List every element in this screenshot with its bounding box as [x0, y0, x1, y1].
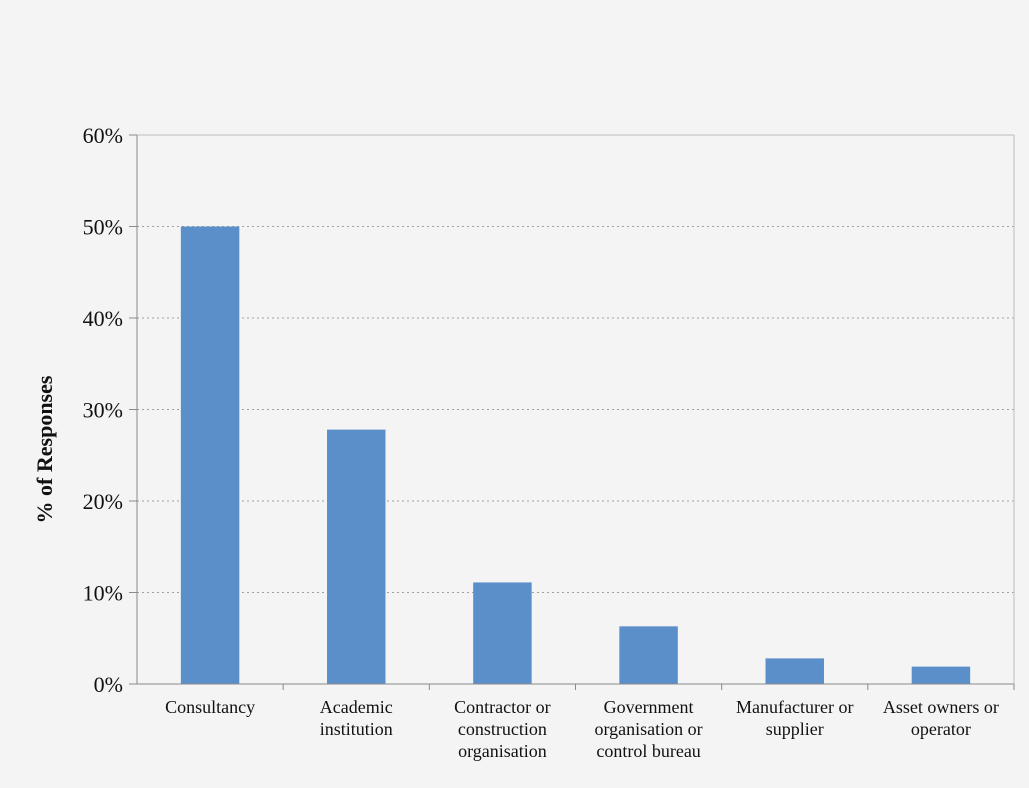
y-tick-label: 40% [83, 306, 123, 331]
x-tick-label: Contractor or construction organisation [454, 697, 550, 761]
x-tick-label-line: organisation or [595, 719, 703, 739]
y-axis-title: % of Responses [32, 375, 57, 523]
x-tick-label-line: Academic [320, 697, 393, 717]
y-tick-label: 50% [83, 215, 123, 240]
bar [619, 626, 678, 684]
x-tick-label: Government organisation or control bureau [595, 697, 703, 761]
bar [911, 666, 971, 684]
x-tick-label: Consultancy [165, 697, 255, 717]
x-tick-label: Asset owners or operator [883, 697, 999, 739]
x-tick-label-line: Consultancy [165, 697, 255, 717]
y-tick-label: 30% [83, 398, 123, 423]
x-tick-label-line: control bureau [596, 741, 700, 761]
bars [180, 226, 971, 684]
bar [473, 582, 532, 684]
x-tick-label-line: Contractor or [454, 697, 550, 717]
x-tick-label-line: Government [604, 697, 694, 717]
x-tick-label-line: construction [458, 719, 547, 739]
x-tick-label-line: Asset owners or [883, 697, 999, 717]
bar [180, 226, 240, 684]
x-tick-label: Manufacturer or supplier [736, 697, 853, 739]
y-tick-label: 0% [94, 672, 123, 697]
bar [327, 429, 386, 684]
x-tick-label: Academic institution [320, 697, 393, 739]
y-tick-label: 60% [83, 123, 123, 148]
x-tick-label-line: operator [911, 719, 971, 739]
x-tick-label-line: institution [320, 719, 393, 739]
x-tick-labels: Consultancy Academic institution Contractor… [165, 684, 1015, 761]
y-tick-label: 10% [83, 581, 123, 606]
y-tick-labels: 0% 10% 20% 30% 40% 50% 60% [83, 123, 137, 697]
x-tick-label-line: organisation [458, 741, 547, 761]
bar [765, 658, 824, 684]
gridlines [137, 226, 1014, 593]
x-tick-label-line: Manufacturer or [736, 697, 853, 717]
y-tick-label: 20% [83, 489, 123, 514]
x-tick-label-line: supplier [766, 719, 824, 739]
